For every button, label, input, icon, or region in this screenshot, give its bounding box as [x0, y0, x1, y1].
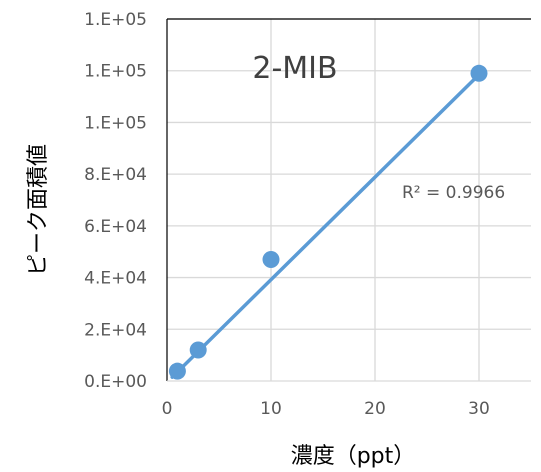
data-point: [262, 250, 280, 268]
y-tick-label: 1.E+05: [84, 10, 147, 30]
data-point: [189, 341, 207, 359]
x-tick-labels: 0 10 20 30: [162, 399, 490, 419]
trendline-group: [170, 72, 481, 379]
y-tick-label: 6.E+04: [84, 217, 147, 237]
y-tick-label: 8.E+04: [84, 165, 147, 185]
y-axis-title: ピーク面積値: [26, 144, 51, 276]
chart-title: 2-MIB: [252, 51, 337, 86]
x-tick-label: 0: [162, 399, 173, 419]
data-point: [470, 64, 488, 82]
y-tick-label: 4.E+04: [84, 269, 147, 289]
axes: [166, 18, 531, 382]
x-tick-label: 10: [260, 399, 282, 419]
y-tick-label: 0.E+00: [84, 372, 147, 392]
x-tick-label: 20: [364, 399, 386, 419]
x-tick-label: 30: [468, 399, 490, 419]
data-points: [168, 64, 488, 380]
y-tick-label: 2.E+04: [84, 320, 147, 340]
x-axis-title: 濃度（ppt）: [291, 444, 416, 469]
trendline: [170, 72, 481, 379]
y-tick-labels: 0.E+00 2.E+04 4.E+04 6.E+04 8.E+04 1.E+05 1.E+…: [84, 10, 147, 392]
r-squared-label: R² = 0.9966: [402, 183, 505, 203]
data-point: [168, 362, 186, 380]
y-tick-label: 1.E+05: [84, 62, 147, 82]
y-tick-label: 1.E+05: [84, 113, 147, 133]
